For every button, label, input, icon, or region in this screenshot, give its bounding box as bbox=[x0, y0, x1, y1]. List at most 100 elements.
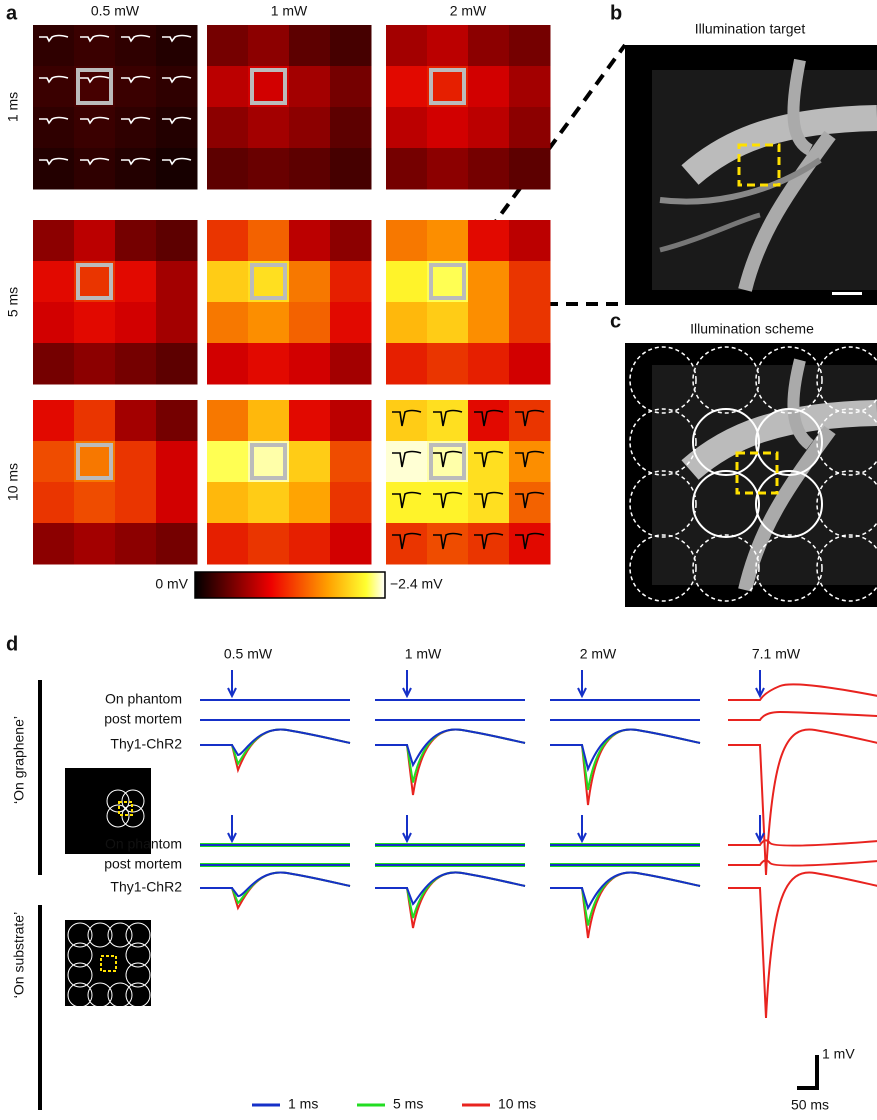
heatmap-cell bbox=[289, 148, 331, 190]
heatmap-cell bbox=[74, 523, 116, 565]
heatmap-cell bbox=[33, 25, 75, 67]
mini-trace bbox=[39, 75, 69, 84]
heatmap-cell bbox=[386, 523, 428, 565]
stim-arrow bbox=[402, 815, 412, 844]
heatmap-cell bbox=[386, 25, 428, 67]
scale-label: 50 ms bbox=[791, 1097, 829, 1113]
heatmap-cell bbox=[74, 482, 116, 524]
mini-trace bbox=[39, 34, 69, 43]
heatmap-cell bbox=[509, 220, 551, 262]
mini-trace bbox=[392, 409, 422, 427]
heatmap-cell bbox=[115, 302, 157, 344]
heatmap-cell bbox=[330, 25, 372, 67]
panel-title: Illumination scheme bbox=[690, 321, 814, 337]
heatmap-cell bbox=[289, 261, 331, 303]
panel-label: d bbox=[6, 633, 18, 655]
heatmap-cell bbox=[33, 220, 75, 262]
heatmap-cell bbox=[468, 148, 510, 190]
heatmap-cell bbox=[289, 482, 331, 524]
row-label: Thy1-ChR2 bbox=[110, 879, 182, 895]
heatmap-cell bbox=[386, 343, 428, 385]
heatmap-cell bbox=[289, 220, 331, 262]
heatmap-cell bbox=[330, 523, 372, 565]
heatmap-cell bbox=[330, 400, 372, 442]
mini-trace bbox=[474, 532, 504, 550]
power-label: 1 mW bbox=[405, 646, 442, 662]
mini-trace bbox=[39, 116, 69, 125]
heatmap-cell bbox=[468, 261, 510, 303]
column-label: 2 mW bbox=[450, 3, 487, 19]
trace bbox=[550, 871, 701, 939]
mini-trace bbox=[433, 491, 463, 509]
heatmap-cell bbox=[330, 302, 372, 344]
mini-trace bbox=[121, 157, 151, 166]
trace bbox=[375, 728, 526, 796]
heatmap-cell bbox=[386, 148, 428, 190]
heatmap-cell bbox=[156, 66, 198, 108]
stim-arrow bbox=[227, 670, 237, 699]
heatmap-cell bbox=[248, 441, 290, 483]
heatmap-cell bbox=[427, 107, 469, 149]
heatmap-cell bbox=[33, 107, 75, 149]
stim-arrow bbox=[577, 670, 587, 699]
bracket bbox=[38, 905, 42, 1110]
trace bbox=[728, 683, 877, 701]
legend-label: 1 ms bbox=[288, 1096, 318, 1112]
heatmap-cell bbox=[509, 107, 551, 149]
heatmap-cell bbox=[427, 261, 469, 303]
heatmap-cell bbox=[427, 523, 469, 565]
heatmap-cell bbox=[33, 400, 75, 442]
heatmap-cell bbox=[156, 523, 198, 565]
trace bbox=[550, 728, 701, 773]
target-box bbox=[76, 443, 113, 480]
heatmap-cell bbox=[509, 441, 551, 483]
heatmap-cell bbox=[74, 66, 116, 108]
heatmap-cell bbox=[156, 107, 198, 149]
heatmap-cell bbox=[386, 261, 428, 303]
heatmap-cell bbox=[386, 220, 428, 262]
trace bbox=[728, 839, 877, 847]
heatmap-cell bbox=[207, 107, 249, 149]
heatmap-cell bbox=[427, 441, 469, 483]
trace bbox=[375, 871, 526, 919]
stim-arrow bbox=[227, 815, 237, 844]
trace bbox=[728, 859, 877, 867]
colorbar bbox=[194, 571, 386, 599]
trace bbox=[550, 728, 701, 806]
condition-label: ‘On substrate’ bbox=[11, 912, 27, 998]
mini-trace bbox=[162, 116, 192, 125]
mini-trace bbox=[121, 116, 151, 125]
heatmap-cell bbox=[115, 400, 157, 442]
trace bbox=[200, 728, 351, 774]
heatmap-cell bbox=[509, 523, 551, 565]
heatmap-cell bbox=[289, 523, 331, 565]
heatmap-cell bbox=[427, 343, 469, 385]
mini-trace bbox=[80, 75, 110, 84]
heatmap-cell bbox=[74, 220, 116, 262]
mini-trace bbox=[121, 34, 151, 43]
heatmap-cell bbox=[386, 400, 428, 442]
heatmap-cell bbox=[115, 66, 157, 108]
image-scheme bbox=[625, 343, 877, 607]
heatmap-cell bbox=[248, 523, 290, 565]
heatmap-cell bbox=[330, 343, 372, 385]
heatmap-cell bbox=[427, 302, 469, 344]
heatmap-cell bbox=[248, 148, 290, 190]
heatmap-cell bbox=[468, 343, 510, 385]
target-box bbox=[250, 443, 287, 480]
heatmap-cell bbox=[74, 107, 116, 149]
heatmap-cell bbox=[509, 343, 551, 385]
stim-arrow bbox=[755, 670, 765, 699]
heatmap-cell bbox=[248, 107, 290, 149]
row-label: post mortem bbox=[104, 856, 182, 872]
trace bbox=[728, 728, 877, 876]
trace bbox=[200, 871, 351, 897]
heatmap-cell bbox=[207, 148, 249, 190]
mini-trace bbox=[80, 157, 110, 166]
heatmap-cell bbox=[509, 148, 551, 190]
inset bbox=[65, 920, 151, 1008]
row-label: 1 ms bbox=[5, 92, 21, 122]
heatmap-cell bbox=[74, 441, 116, 483]
heatmap-cell bbox=[74, 400, 116, 442]
